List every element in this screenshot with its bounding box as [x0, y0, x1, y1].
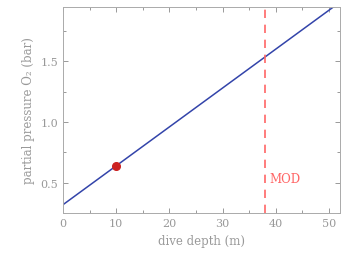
Text: MOD: MOD	[269, 172, 300, 185]
Y-axis label: partial pressure O₂ (bar): partial pressure O₂ (bar)	[22, 37, 35, 184]
X-axis label: dive depth (m): dive depth (m)	[158, 234, 245, 247]
